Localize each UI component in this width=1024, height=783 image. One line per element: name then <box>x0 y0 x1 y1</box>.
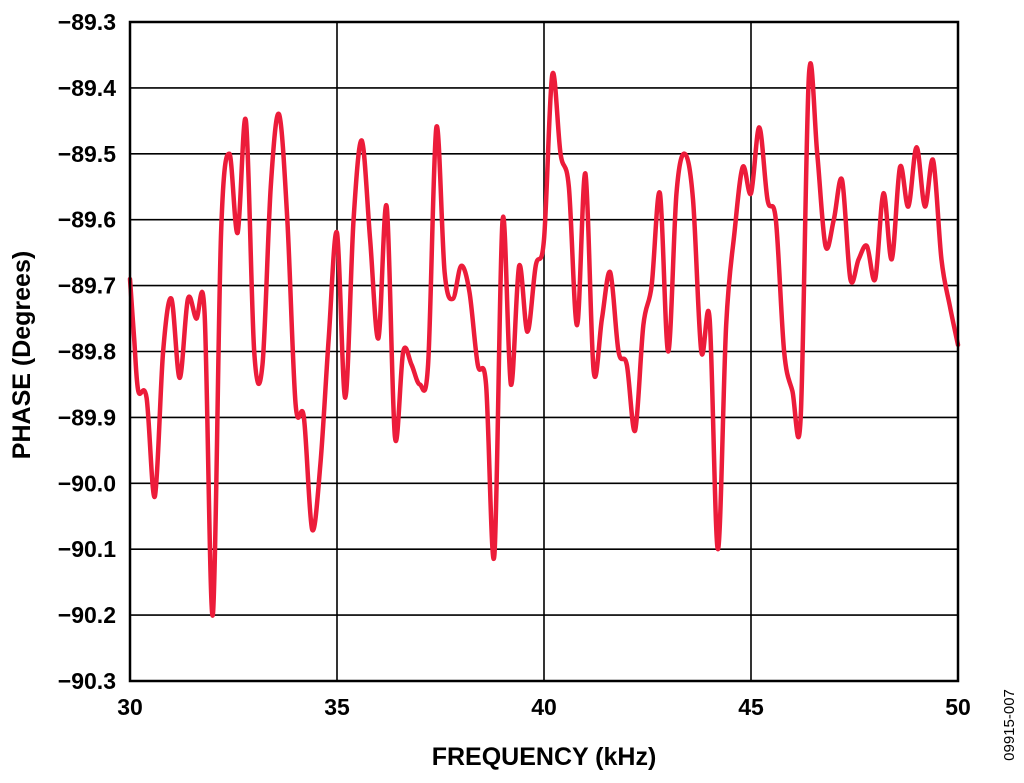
y-tick-labels: −89.3 −89.4 −89.5 −89.6 −89.7 −89.8 −89.9 −90.0… <box>58 9 116 694</box>
x-tick-label: 40 <box>531 694 557 720</box>
x-tick-labels: 30 35 40 45 50 <box>117 694 971 720</box>
y-tick-label: −90.1 <box>58 536 116 562</box>
y-tick-label: −90.3 <box>58 668 116 694</box>
x-tick-label: 35 <box>324 694 350 720</box>
y-tick-label: −89.4 <box>58 75 116 101</box>
series-line-phase <box>127 61 961 618</box>
y-tick-label: −89.6 <box>58 207 116 233</box>
y-tick-label: −89.3 <box>58 9 116 35</box>
y-tick-label: −89.7 <box>58 273 116 299</box>
y-tick-label: −89.8 <box>58 339 116 365</box>
plot-frame <box>128 20 960 683</box>
x-tick-label: 50 <box>945 694 971 720</box>
y-tick-label: −89.9 <box>58 404 116 430</box>
x-tick-label: 30 <box>117 694 143 720</box>
y-axis-label: PHASE (Degrees) <box>8 251 36 459</box>
x-axis-label: FREQUENCY (kHz) <box>432 743 657 771</box>
y-tick-label: −89.5 <box>58 141 116 167</box>
y-tick-label: −90.2 <box>58 602 116 628</box>
x-tick-label: 45 <box>738 694 764 720</box>
y-tick-label: −90.0 <box>58 470 116 496</box>
figure-id-label: 09915-007 <box>1001 689 1018 761</box>
